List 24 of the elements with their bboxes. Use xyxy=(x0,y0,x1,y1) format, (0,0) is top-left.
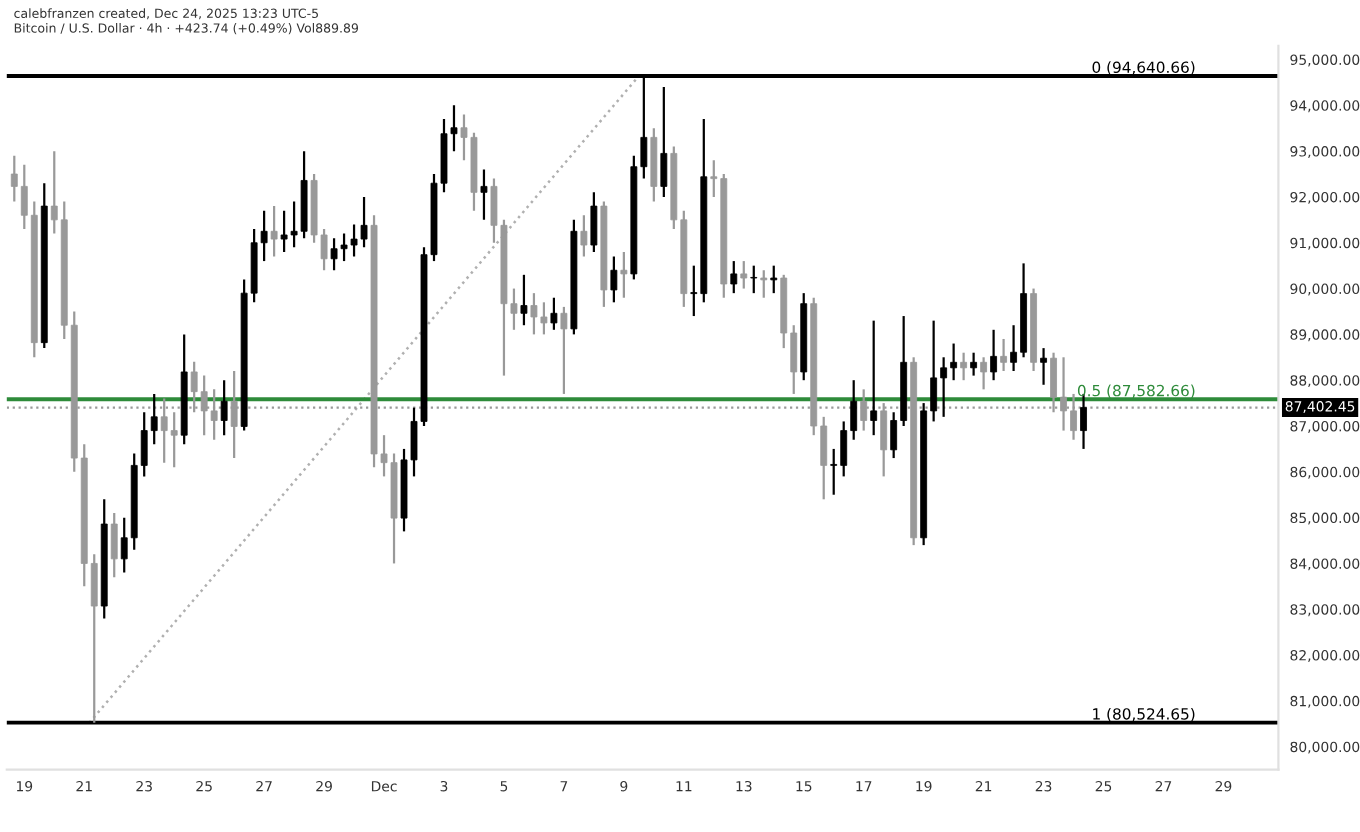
candlestick xyxy=(610,255,618,304)
candlestick xyxy=(970,351,978,377)
candlestick xyxy=(1040,347,1047,386)
candlestick xyxy=(660,85,668,199)
candlestick xyxy=(870,319,878,437)
candlestick xyxy=(620,250,628,299)
candlestick xyxy=(990,328,998,382)
candlestick xyxy=(1000,337,1008,373)
candlestick xyxy=(740,259,748,290)
candlestick xyxy=(110,511,118,579)
candlestick xyxy=(590,191,598,254)
candlestick xyxy=(270,204,278,258)
candlestick xyxy=(520,273,528,327)
candlestick xyxy=(220,379,228,437)
candlestick xyxy=(560,305,568,396)
candlestick xyxy=(550,296,558,331)
candlestick xyxy=(770,264,778,295)
candlestick xyxy=(760,269,768,299)
candlestick xyxy=(960,351,968,382)
candlestick xyxy=(730,259,738,295)
candlestick xyxy=(480,168,488,221)
candlestick xyxy=(750,264,758,295)
candlestick xyxy=(580,214,588,258)
candlestick xyxy=(980,356,988,391)
